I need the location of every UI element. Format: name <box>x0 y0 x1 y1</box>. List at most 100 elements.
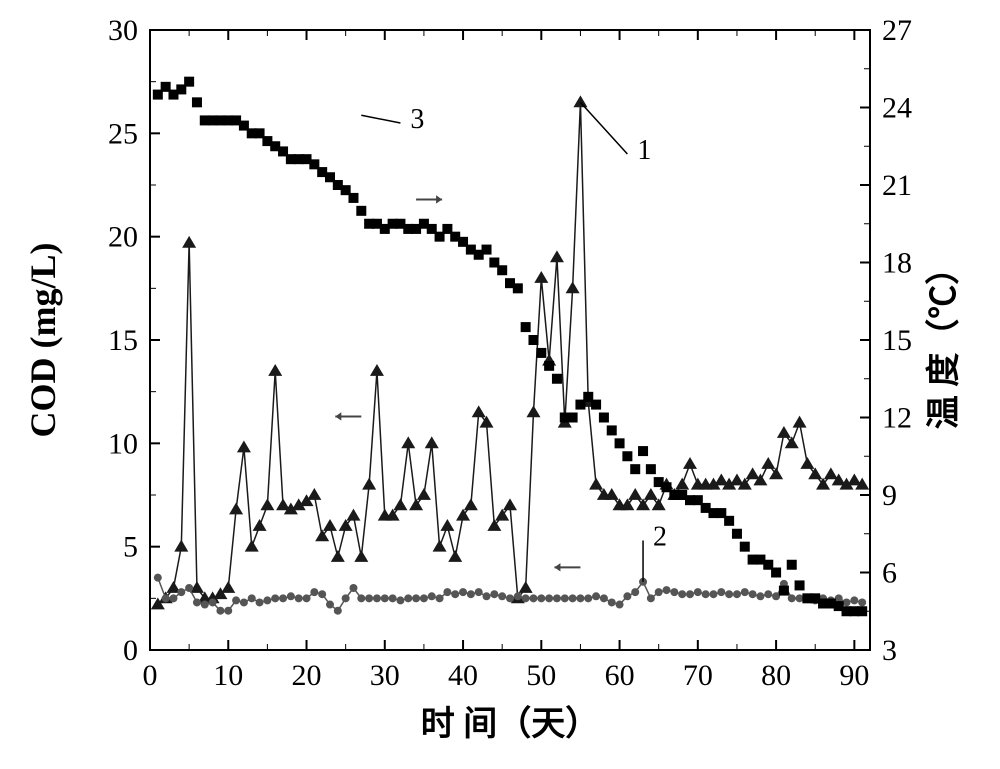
series2_circles-marker <box>717 588 725 596</box>
series3_squares-marker <box>568 413 578 423</box>
series2_circles-marker <box>279 594 287 602</box>
series2_circles-marker <box>623 592 631 600</box>
series3_squares-marker <box>646 464 656 474</box>
series2_circles-marker <box>553 594 561 602</box>
series3_squares-marker <box>482 245 492 255</box>
y-right-tick-label: 9 <box>882 479 897 512</box>
series2_circles-marker <box>420 594 428 602</box>
series2_circles-marker <box>349 584 357 592</box>
series3_squares-marker <box>513 283 523 293</box>
series2_circles-marker <box>788 594 796 602</box>
series3_squares-marker <box>521 322 531 332</box>
annotation-label: 3 <box>410 104 424 135</box>
series3_squares-marker <box>779 586 789 596</box>
series2_circles-marker <box>310 588 318 596</box>
series2_circles-marker <box>303 594 311 602</box>
series3_squares-marker <box>630 464 640 474</box>
y-left-tick-label: 15 <box>108 324 138 357</box>
series2_circles-marker <box>428 592 436 600</box>
series2_circles-marker <box>412 594 420 602</box>
y-right-tick-label: 18 <box>882 247 912 280</box>
series2_circles-marker <box>764 590 772 598</box>
series3_squares-marker <box>591 400 601 410</box>
series2_circles-marker <box>232 596 240 604</box>
series3_squares-marker <box>536 348 546 358</box>
series2_circles-marker <box>154 574 162 582</box>
series2_circles-marker <box>584 594 592 602</box>
x-tick-label: 40 <box>448 659 478 692</box>
series2_circles-marker <box>569 594 577 602</box>
x-tick-label: 0 <box>143 659 158 692</box>
series2_circles-marker <box>616 601 624 609</box>
series3_squares-marker <box>724 516 734 526</box>
series2_circles-marker <box>263 596 271 604</box>
series2_circles-marker <box>670 588 678 596</box>
series3_squares-marker <box>348 193 358 203</box>
series2_circles-marker <box>404 594 412 602</box>
series2_circles-marker <box>177 588 185 596</box>
series2_circles-marker <box>365 594 373 602</box>
x-tick-label: 30 <box>370 659 400 692</box>
series3_squares-marker <box>192 97 202 107</box>
series2_circles-marker <box>498 592 506 600</box>
series2_circles-marker <box>592 592 600 600</box>
series2_circles-marker <box>663 586 671 594</box>
x-tick-label: 10 <box>213 659 243 692</box>
y-left-tick-label: 20 <box>108 221 138 254</box>
x-tick-label: 20 <box>292 659 322 692</box>
series2_circles-marker <box>169 594 177 602</box>
series2_circles-marker <box>733 590 741 598</box>
y-left-tick-label: 0 <box>123 634 138 667</box>
series2_circles-marker <box>248 594 256 602</box>
series2_circles-marker <box>451 590 459 598</box>
series3_squares-marker <box>615 438 625 448</box>
series2_circles-marker <box>600 594 608 602</box>
y-left-tick-label: 25 <box>108 117 138 150</box>
annotation-label: 1 <box>637 135 651 166</box>
x-tick-label: 60 <box>605 659 635 692</box>
x-tick-label: 90 <box>839 659 869 692</box>
x-tick-label: 50 <box>526 659 556 692</box>
series3_squares-marker <box>528 335 538 345</box>
series2_circles-marker <box>295 594 303 602</box>
series2_circles-marker <box>561 594 569 602</box>
y-left-tick-label: 10 <box>108 427 138 460</box>
series2_circles-marker <box>373 594 381 602</box>
x-tick-label: 70 <box>683 659 713 692</box>
series2_circles-marker <box>483 592 491 600</box>
y-right-tick-label: 15 <box>882 324 912 357</box>
x-axis-label: 时 间（天） <box>421 704 600 743</box>
series2_circles-marker <box>741 588 749 596</box>
series2_circles-marker <box>396 596 404 604</box>
series2_circles-marker <box>506 594 514 602</box>
y-right-tick-label: 24 <box>882 92 912 125</box>
series2_circles-marker <box>389 594 397 602</box>
series2_circles-marker <box>162 594 170 602</box>
series2_circles-marker <box>357 594 365 602</box>
series3_squares-marker <box>544 361 554 371</box>
series2_circles-marker <box>318 590 326 598</box>
series3_squares-marker <box>795 580 805 590</box>
y-right-tick-label: 3 <box>882 634 897 667</box>
series2_circles-marker <box>201 601 209 609</box>
series2_circles-marker <box>796 594 804 602</box>
y-right-axis-label: 温 度（℃） <box>924 251 963 430</box>
series2_circles-marker <box>381 594 389 602</box>
series3_squares-marker <box>622 451 632 461</box>
series2_circles-marker <box>185 584 193 592</box>
series3_squares-marker <box>732 529 742 539</box>
series2_circles-marker <box>271 594 279 602</box>
series3_squares-marker <box>607 425 617 435</box>
series2_circles-marker <box>522 594 530 602</box>
series2_circles-marker <box>537 594 545 602</box>
series2_circles-marker <box>436 594 444 602</box>
series2_circles-marker <box>216 607 224 615</box>
series2_circles-marker <box>702 590 710 598</box>
series3_squares-marker <box>356 206 366 216</box>
series2_circles-marker <box>240 598 248 606</box>
y-right-tick-label: 21 <box>882 169 912 202</box>
series2_circles-marker <box>576 594 584 602</box>
y-left-axis-label: COD (mg/L) <box>23 243 63 438</box>
series2_circles-marker <box>709 590 717 598</box>
series2_circles-marker <box>490 590 498 598</box>
